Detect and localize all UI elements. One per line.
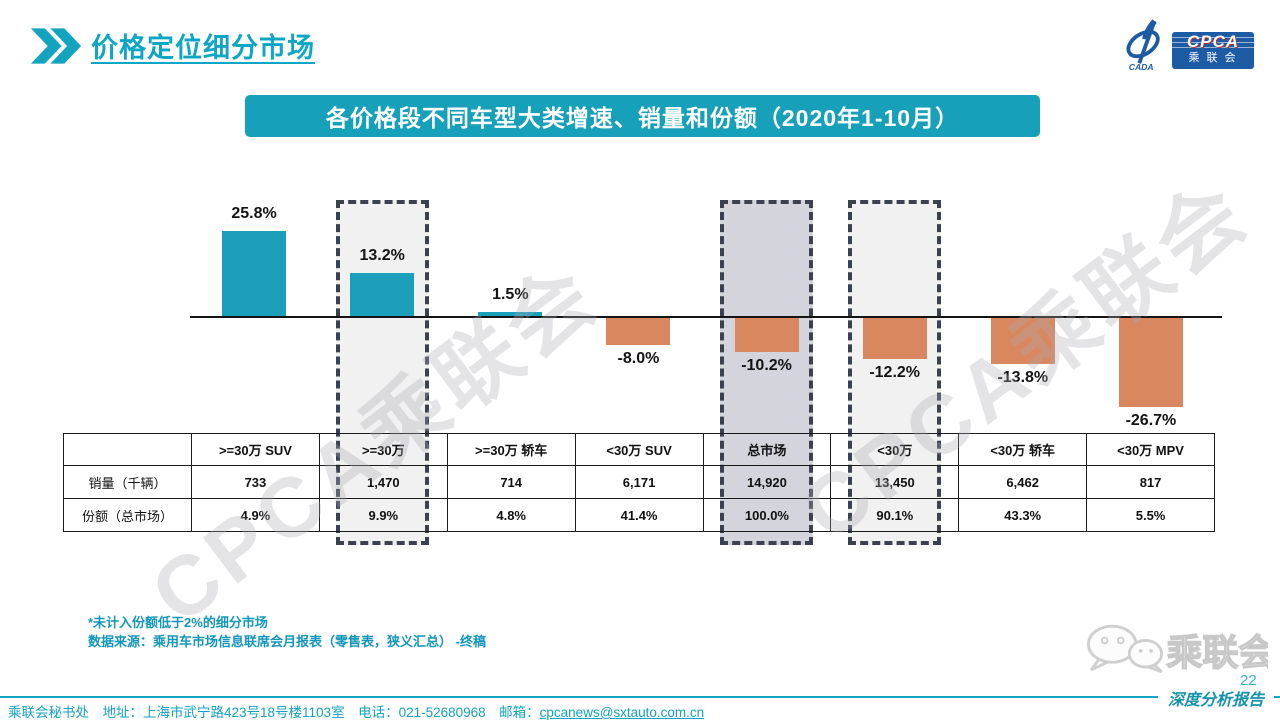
- share-cell: 5.5%: [1086, 498, 1215, 532]
- bar-value-label: 13.2%: [359, 247, 405, 264]
- bar-<30万 轿车: [990, 318, 1055, 364]
- cpca-label: CPCA: [1186, 32, 1240, 51]
- sales-cell: 6,462: [958, 465, 1088, 499]
- sales-cell: 817: [1086, 465, 1215, 499]
- column-header: >=30万 SUV: [191, 433, 320, 466]
- bar-<30万: [862, 318, 927, 359]
- row-header-share: 份额（总市场）: [63, 498, 192, 532]
- bar-总市场: [734, 318, 799, 352]
- page-number: 22: [1240, 672, 1257, 689]
- footer-contact: 乘联会秘书处 地址：上海市武宁路423号18号楼1103室 电话：021-526…: [8, 701, 704, 720]
- footnotes: *未计入份额低于2%的细分市场 数据来源：乘用车市场信息联席会月报表（零售表，狭…: [88, 613, 486, 651]
- bar->=30万 轿车: [478, 312, 543, 317]
- row-header-sales: 销量（千辆）: [63, 465, 192, 499]
- chart-title: 各价格段不同车型大类增速、销量和份额（2020年1-10月）: [325, 105, 960, 131]
- cpca-logo: CADA CPCA 乘联会: [1123, 18, 1254, 72]
- double-chevron-icon: [30, 27, 82, 64]
- bar-value-label: -13.8%: [997, 369, 1049, 386]
- bar-value-label: -26.7%: [1125, 412, 1177, 429]
- share-cell: 90.1%: [830, 498, 960, 532]
- column-header: 总市场: [702, 433, 832, 466]
- column-header: >=30万: [318, 433, 448, 466]
- column-header: <30万 SUV: [574, 433, 704, 466]
- data-source-note: 数据来源：乘用车市场信息联席会月报表（零售表，狭义汇总） -终稿: [88, 634, 486, 649]
- share-cell: 4.8%: [446, 498, 576, 532]
- bar-value-label: 1.5%: [492, 286, 529, 303]
- bar-value-label: -10.2%: [741, 357, 792, 374]
- bar-value-label: 25.8%: [231, 205, 277, 222]
- bar-value-label: -8.0%: [617, 350, 660, 367]
- page-title: 价格定位细分市场: [91, 33, 315, 63]
- bar-<30万 SUV: [606, 318, 671, 345]
- bar->=30万 SUV: [222, 231, 287, 317]
- contact-text: 乘联会秘书处 地址：上海市武宁路423号18号楼1103室 电话：021-526…: [8, 705, 540, 720]
- chart-title-banner: 各价格段不同车型大类增速、销量和份额（2020年1-10月）: [245, 95, 1040, 137]
- wechat-logo-stamp: 乘联会: [1087, 624, 1268, 674]
- bar->=30万: [350, 273, 415, 317]
- sales-cell: 1,470: [318, 465, 448, 499]
- table-row-share: 份额（总市场） 4.9% 9.9% 4.8% 41.4% 100.0% 90.1% 43.3…: [63, 498, 1215, 532]
- bar-<30万 MPV: [1118, 318, 1183, 407]
- share-cell: 41.4%: [574, 498, 704, 532]
- cada-feather-icon: CADA: [1126, 19, 1160, 72]
- cpca-logo-box: CPCA 乘联会: [1172, 32, 1254, 69]
- email-link[interactable]: cpcanews@sxtauto.com.cn: [539, 705, 705, 720]
- report-type-label: 深度分析报告: [1158, 686, 1275, 710]
- sales-cell: 714: [446, 465, 576, 499]
- logo-stripes: [1172, 37, 1254, 51]
- sales-cell: 13,450: [830, 465, 960, 499]
- table-row-sales: 销量（千辆） 733 1,470 714 6,171 14,920 13,450 6,462…: [63, 465, 1215, 499]
- cpca-cn-label: 乘联会: [1188, 52, 1243, 64]
- share-cell: 43.3%: [958, 498, 1088, 532]
- column-header: >=30万 轿车: [446, 433, 576, 466]
- cada-label: CADA: [1129, 62, 1154, 72]
- column-header: <30万: [830, 433, 960, 466]
- share-cell: 4.9%: [191, 498, 320, 532]
- sales-cell: 6,171: [574, 465, 704, 499]
- sales-cell: 733: [191, 465, 320, 499]
- share-cell: 100.0%: [702, 498, 832, 532]
- data-table: >=30万 SUV >=30万 >=30万 轿车 <30万 SUV 总市场 <30万 <30…: [63, 433, 1215, 532]
- stamp-text: 乘联会: [1166, 632, 1268, 673]
- column-header: <30万 MPV: [1086, 433, 1215, 466]
- share-cell: 9.9%: [318, 498, 448, 532]
- table-header-row: >=30万 SUV >=30万 >=30万 轿车 <30万 SUV 总市场 <30万 <30…: [63, 433, 1215, 466]
- footnote: *未计入份额低于2%的细分市场: [88, 615, 268, 630]
- bar-value-label: -12.2%: [869, 364, 921, 381]
- column-header: <30万 轿车: [958, 433, 1088, 466]
- sales-cell: 14,920: [702, 465, 832, 499]
- footer-divider: [0, 696, 1280, 698]
- header: 价格定位细分市场: [30, 26, 315, 65]
- chart-zero-line: [190, 316, 1222, 318]
- table-stub-cell: [63, 433, 192, 466]
